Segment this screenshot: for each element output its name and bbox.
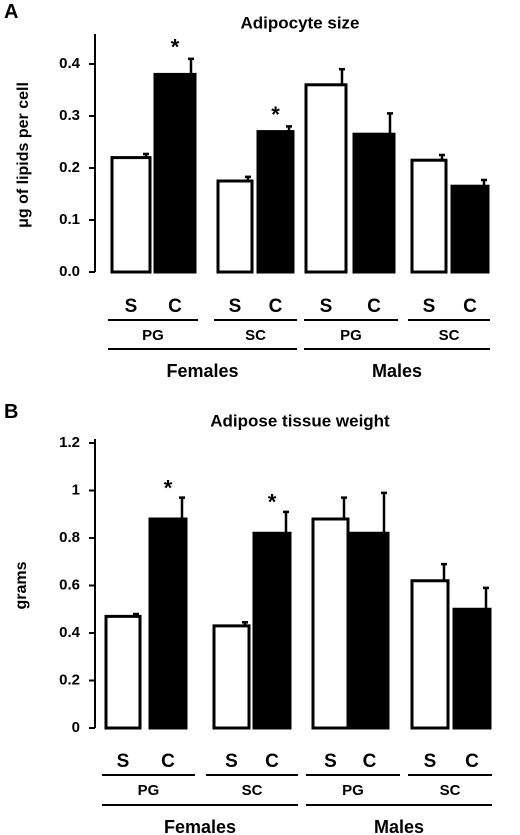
sex-label: Females bbox=[166, 361, 238, 381]
depot-label: PG bbox=[342, 782, 364, 799]
sex-label: Males bbox=[372, 361, 422, 381]
treatment-label: S bbox=[229, 296, 242, 317]
treatment-label: C bbox=[168, 296, 182, 317]
depot-label: PG bbox=[340, 327, 362, 344]
y-tick-label: 1.2 bbox=[59, 434, 80, 451]
depot-label: PG bbox=[142, 327, 164, 344]
significance-star: * bbox=[268, 490, 277, 515]
treatment-label: S bbox=[423, 296, 436, 317]
treatment-label: C bbox=[367, 296, 381, 317]
bar-saline bbox=[410, 579, 450, 730]
treatment-label: S bbox=[320, 296, 333, 317]
depot-label: SC bbox=[440, 782, 461, 799]
bar-control bbox=[452, 607, 492, 730]
bar-control bbox=[148, 517, 188, 730]
significance-star: * bbox=[271, 102, 280, 127]
bar-control bbox=[349, 531, 390, 730]
treatment-label: C bbox=[265, 751, 279, 772]
bar-control bbox=[252, 531, 292, 730]
treatment-label: C bbox=[465, 751, 479, 772]
bar-control bbox=[256, 130, 295, 274]
y-axis-label: grams bbox=[13, 561, 30, 609]
bar-saline bbox=[311, 517, 350, 730]
significance-star: * bbox=[171, 35, 180, 60]
bar-saline bbox=[104, 614, 142, 730]
treatment-label: S bbox=[125, 296, 138, 317]
treatment-label: S bbox=[225, 751, 238, 772]
panel-a: A Adipocyte size 0.0 0.1 0.2 0.3 0.4 μg of lipi… bbox=[4, 1, 490, 381]
bar-saline bbox=[110, 156, 152, 274]
depot-label: SC bbox=[439, 327, 460, 344]
y-tick-label: 1 bbox=[72, 481, 80, 498]
chart-title: Adipocyte size bbox=[240, 13, 359, 32]
y-tick-label: 0.4 bbox=[59, 55, 81, 72]
sex-label: Females bbox=[164, 817, 236, 835]
chart-title: Adipose tissue weight bbox=[210, 411, 390, 430]
significance-star: * bbox=[164, 475, 173, 500]
y-axis-label: μg of lipids per cell bbox=[15, 82, 32, 228]
bar-control bbox=[352, 132, 396, 274]
treatment-label: C bbox=[363, 751, 377, 772]
bar-saline bbox=[212, 624, 251, 730]
bar-saline bbox=[410, 158, 448, 274]
y-tick-label: 0.3 bbox=[59, 107, 80, 124]
y-tick-label: 0.0 bbox=[59, 263, 80, 280]
y-tick-label: 0.6 bbox=[59, 576, 80, 593]
panel-b: B Adipose tissue weight 0 0.2 0.4 0.6 0.8 1 1.2 g… bbox=[4, 401, 492, 835]
depot-label: SC bbox=[245, 327, 266, 344]
depot-label: SC bbox=[242, 782, 263, 799]
bar-saline bbox=[304, 83, 348, 274]
treatment-label: C bbox=[161, 751, 175, 772]
y-tick-label: 0.2 bbox=[59, 671, 80, 688]
y-tick-label: 0.4 bbox=[59, 624, 81, 641]
bar-control bbox=[450, 184, 490, 274]
treatment-label: S bbox=[324, 751, 337, 772]
panel-label: A bbox=[4, 1, 18, 23]
y-tick-label: 0.8 bbox=[59, 529, 80, 546]
y-tick-label: 0 bbox=[72, 719, 80, 736]
bar-saline bbox=[216, 179, 254, 274]
treatment-label: C bbox=[269, 296, 283, 317]
bar-control bbox=[153, 72, 197, 274]
sex-label: Males bbox=[374, 817, 424, 835]
treatment-label: S bbox=[424, 751, 437, 772]
depot-label: PG bbox=[138, 782, 160, 799]
y-tick-label: 0.2 bbox=[59, 159, 80, 176]
y-tick-label: 0.1 bbox=[59, 211, 80, 228]
treatment-label: C bbox=[463, 296, 477, 317]
panel-label: B bbox=[4, 401, 18, 423]
treatment-label: S bbox=[117, 751, 130, 772]
